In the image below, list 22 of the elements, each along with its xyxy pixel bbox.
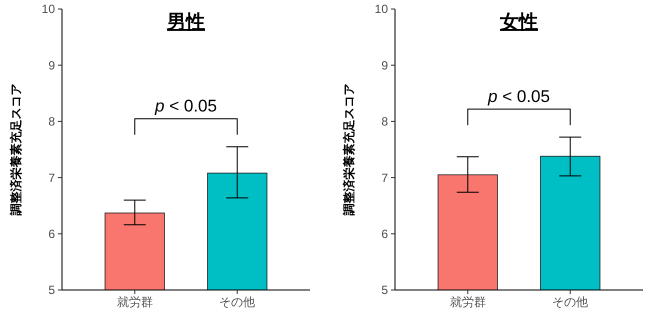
y-tick-label: 10 <box>374 2 388 16</box>
y-tick-label: 5 <box>381 283 388 298</box>
x-tick-label: その他 <box>552 295 588 309</box>
y-axis-title: 調整済栄養素充足スコア <box>9 84 23 216</box>
x-tick-label: 就労群 <box>450 295 486 309</box>
chart-title: 女性 <box>499 12 538 33</box>
y-tick-label: 10 <box>42 2 56 16</box>
y-tick-label: 9 <box>381 58 388 72</box>
annotation: p < 0.05 <box>487 87 550 106</box>
y-tick-label: 8 <box>48 114 56 129</box>
chart-title: 男性 <box>166 12 205 33</box>
y-tick-label: 6 <box>381 227 388 241</box>
y-tick-label: 6 <box>48 227 56 241</box>
y-tick-label: 7 <box>381 170 388 185</box>
x-tick-label: その他 <box>219 295 256 309</box>
annotation: p < 0.05 <box>154 96 217 116</box>
y-tick-label: 9 <box>48 58 56 72</box>
y-tick-label: 5 <box>48 283 56 298</box>
y-axis-title: 調整済栄養素充足スコア <box>342 84 356 216</box>
y-tick-label: 7 <box>48 170 56 185</box>
x-tick-label: 就労群 <box>116 295 153 309</box>
y-tick-label: 8 <box>381 114 388 129</box>
